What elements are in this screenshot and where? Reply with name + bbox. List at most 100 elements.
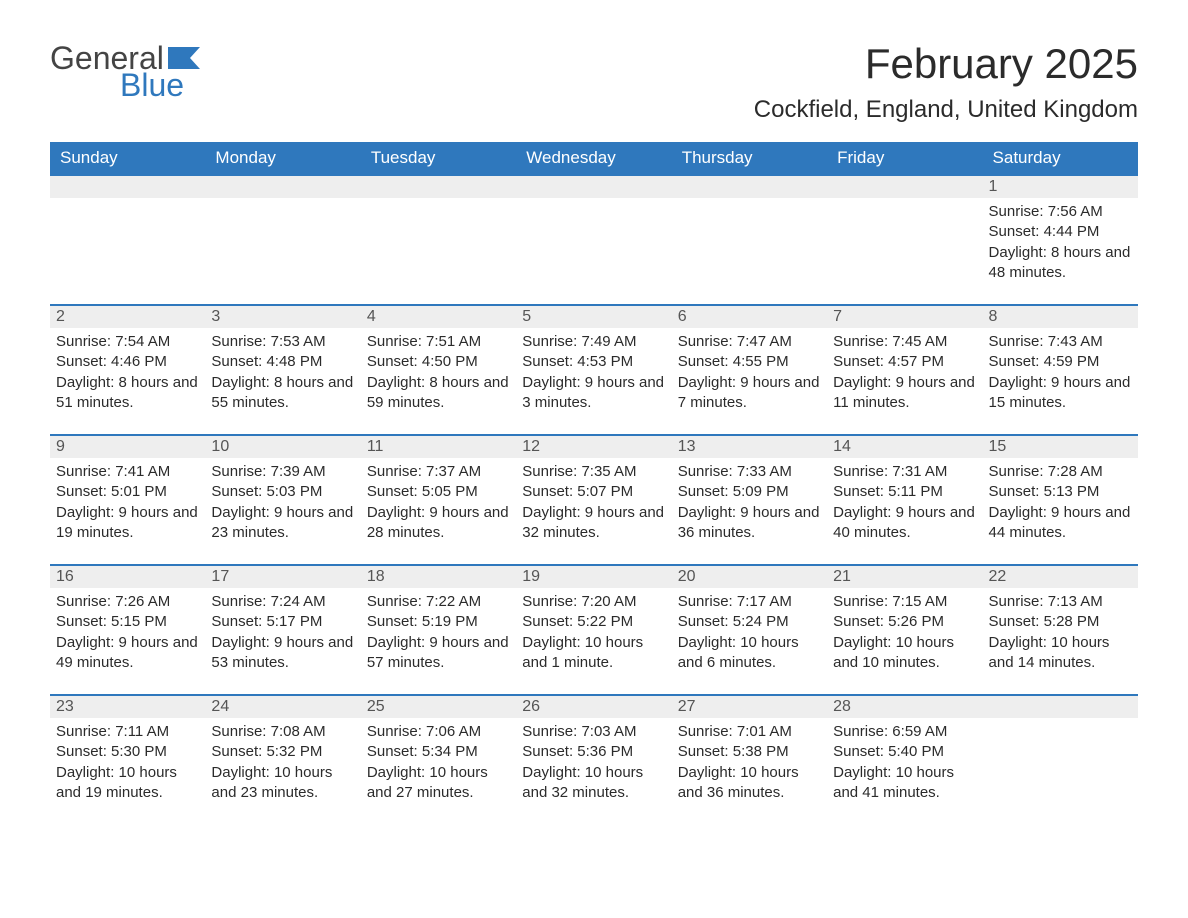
day-number-bar: 10 <box>205 434 360 458</box>
week-row: 9Sunrise: 7:41 AMSunset: 5:01 PMDaylight… <box>50 434 1138 564</box>
sunrise-text: Sunrise: 7:54 AM <box>56 332 199 352</box>
week-row: 23Sunrise: 7:11 AMSunset: 5:30 PMDayligh… <box>50 694 1138 824</box>
day-cell <box>361 174 516 304</box>
sunset-text: Sunset: 5:19 PM <box>367 612 510 632</box>
daylight-text: Daylight: 9 hours and 40 minutes. <box>833 503 976 544</box>
sunrise-text: Sunrise: 7:06 AM <box>367 722 510 742</box>
daylight-text: Daylight: 9 hours and 44 minutes. <box>989 503 1132 544</box>
day-cell <box>983 694 1138 824</box>
sunset-text: Sunset: 4:44 PM <box>989 222 1132 242</box>
day-cell: 3Sunrise: 7:53 AMSunset: 4:48 PMDaylight… <box>205 304 360 434</box>
day-number-bar: 22 <box>983 564 1138 588</box>
sunset-text: Sunset: 4:48 PM <box>211 352 354 372</box>
daylight-text: Daylight: 8 hours and 59 minutes. <box>367 373 510 414</box>
day-number-bar: 9 <box>50 434 205 458</box>
day-number-bar: 19 <box>516 564 671 588</box>
daylight-text: Daylight: 9 hours and 57 minutes. <box>367 633 510 674</box>
day-cell: 20Sunrise: 7:17 AMSunset: 5:24 PMDayligh… <box>672 564 827 694</box>
sunset-text: Sunset: 5:38 PM <box>678 742 821 762</box>
sunset-text: Sunset: 5:01 PM <box>56 482 199 502</box>
col-thursday: Thursday <box>672 142 827 174</box>
day-number-bar: 24 <box>205 694 360 718</box>
sunrise-text: Sunrise: 7:31 AM <box>833 462 976 482</box>
day-number-bar: 17 <box>205 564 360 588</box>
day-body: Sunrise: 6:59 AMSunset: 5:40 PMDaylight:… <box>827 718 982 811</box>
day-body: Sunrise: 7:15 AMSunset: 5:26 PMDaylight:… <box>827 588 982 681</box>
day-body: Sunrise: 7:51 AMSunset: 4:50 PMDaylight:… <box>361 328 516 421</box>
day-number-bar <box>672 174 827 198</box>
day-cell: 6Sunrise: 7:47 AMSunset: 4:55 PMDaylight… <box>672 304 827 434</box>
daylight-text: Daylight: 9 hours and 19 minutes. <box>56 503 199 544</box>
day-cell: 2Sunrise: 7:54 AMSunset: 4:46 PMDaylight… <box>50 304 205 434</box>
sunset-text: Sunset: 4:55 PM <box>678 352 821 372</box>
day-cell: 18Sunrise: 7:22 AMSunset: 5:19 PMDayligh… <box>361 564 516 694</box>
day-cell: 4Sunrise: 7:51 AMSunset: 4:50 PMDaylight… <box>361 304 516 434</box>
sunrise-text: Sunrise: 7:47 AM <box>678 332 821 352</box>
col-tuesday: Tuesday <box>361 142 516 174</box>
day-body: Sunrise: 7:49 AMSunset: 4:53 PMDaylight:… <box>516 328 671 421</box>
daylight-text: Daylight: 10 hours and 41 minutes. <box>833 763 976 804</box>
sunset-text: Sunset: 5:36 PM <box>522 742 665 762</box>
sunset-text: Sunset: 4:50 PM <box>367 352 510 372</box>
daylight-text: Daylight: 9 hours and 32 minutes. <box>522 503 665 544</box>
sunrise-text: Sunrise: 7:33 AM <box>678 462 821 482</box>
sunrise-text: Sunrise: 7:39 AM <box>211 462 354 482</box>
day-body: Sunrise: 7:22 AMSunset: 5:19 PMDaylight:… <box>361 588 516 681</box>
title-block: February 2025 Cockfield, England, United… <box>754 40 1138 124</box>
day-cell: 21Sunrise: 7:15 AMSunset: 5:26 PMDayligh… <box>827 564 982 694</box>
sunset-text: Sunset: 5:07 PM <box>522 482 665 502</box>
logo: General Blue <box>50 40 200 104</box>
day-cell: 28Sunrise: 6:59 AMSunset: 5:40 PMDayligh… <box>827 694 982 824</box>
day-number-bar <box>205 174 360 198</box>
location: Cockfield, England, United Kingdom <box>754 96 1138 124</box>
day-cell: 19Sunrise: 7:20 AMSunset: 5:22 PMDayligh… <box>516 564 671 694</box>
sunset-text: Sunset: 4:57 PM <box>833 352 976 372</box>
daylight-text: Daylight: 8 hours and 48 minutes. <box>989 243 1132 284</box>
daylight-text: Daylight: 10 hours and 23 minutes. <box>211 763 354 804</box>
day-cell <box>50 174 205 304</box>
sunrise-text: Sunrise: 7:26 AM <box>56 592 199 612</box>
day-cell <box>516 174 671 304</box>
sunset-text: Sunset: 5:09 PM <box>678 482 821 502</box>
daylight-text: Daylight: 10 hours and 32 minutes. <box>522 763 665 804</box>
daylight-text: Daylight: 9 hours and 28 minutes. <box>367 503 510 544</box>
sunset-text: Sunset: 5:34 PM <box>367 742 510 762</box>
daylight-text: Daylight: 10 hours and 27 minutes. <box>367 763 510 804</box>
day-body: Sunrise: 7:28 AMSunset: 5:13 PMDaylight:… <box>983 458 1138 551</box>
day-body: Sunrise: 7:39 AMSunset: 5:03 PMDaylight:… <box>205 458 360 551</box>
sunrise-text: Sunrise: 7:08 AM <box>211 722 354 742</box>
daylight-text: Daylight: 9 hours and 11 minutes. <box>833 373 976 414</box>
day-body: Sunrise: 7:01 AMSunset: 5:38 PMDaylight:… <box>672 718 827 811</box>
week-row: 1Sunrise: 7:56 AMSunset: 4:44 PMDaylight… <box>50 174 1138 304</box>
day-cell: 8Sunrise: 7:43 AMSunset: 4:59 PMDaylight… <box>983 304 1138 434</box>
day-cell: 25Sunrise: 7:06 AMSunset: 5:34 PMDayligh… <box>361 694 516 824</box>
sunrise-text: Sunrise: 7:22 AM <box>367 592 510 612</box>
day-number-bar: 18 <box>361 564 516 588</box>
sunset-text: Sunset: 5:03 PM <box>211 482 354 502</box>
day-body: Sunrise: 7:41 AMSunset: 5:01 PMDaylight:… <box>50 458 205 551</box>
day-body: Sunrise: 7:03 AMSunset: 5:36 PMDaylight:… <box>516 718 671 811</box>
day-number-bar: 16 <box>50 564 205 588</box>
daylight-text: Daylight: 9 hours and 49 minutes. <box>56 633 199 674</box>
day-body: Sunrise: 7:45 AMSunset: 4:57 PMDaylight:… <box>827 328 982 421</box>
week-row: 2Sunrise: 7:54 AMSunset: 4:46 PMDaylight… <box>50 304 1138 434</box>
day-cell: 23Sunrise: 7:11 AMSunset: 5:30 PMDayligh… <box>50 694 205 824</box>
day-number-bar <box>827 174 982 198</box>
day-cell: 17Sunrise: 7:24 AMSunset: 5:17 PMDayligh… <box>205 564 360 694</box>
daylight-text: Daylight: 10 hours and 14 minutes. <box>989 633 1132 674</box>
sunset-text: Sunset: 5:30 PM <box>56 742 199 762</box>
day-body: Sunrise: 7:08 AMSunset: 5:32 PMDaylight:… <box>205 718 360 811</box>
sunset-text: Sunset: 5:40 PM <box>833 742 976 762</box>
sunset-text: Sunset: 5:26 PM <box>833 612 976 632</box>
day-number-bar: 12 <box>516 434 671 458</box>
sunrise-text: Sunrise: 7:20 AM <box>522 592 665 612</box>
day-number-bar: 20 <box>672 564 827 588</box>
day-cell: 14Sunrise: 7:31 AMSunset: 5:11 PMDayligh… <box>827 434 982 564</box>
day-number-bar: 2 <box>50 304 205 328</box>
sunset-text: Sunset: 5:11 PM <box>833 482 976 502</box>
daylight-text: Daylight: 10 hours and 1 minute. <box>522 633 665 674</box>
daylight-text: Daylight: 8 hours and 55 minutes. <box>211 373 354 414</box>
calendar-table: Sunday Monday Tuesday Wednesday Thursday… <box>50 142 1138 824</box>
day-number-bar: 27 <box>672 694 827 718</box>
day-body: Sunrise: 7:11 AMSunset: 5:30 PMDaylight:… <box>50 718 205 811</box>
